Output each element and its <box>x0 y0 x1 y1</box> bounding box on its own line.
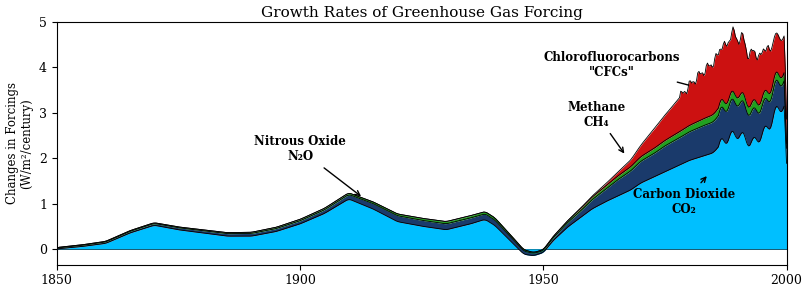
Title: Growth Rates of Greenhouse Gas Forcing: Growth Rates of Greenhouse Gas Forcing <box>261 6 583 20</box>
Text: Carbon Dioxide
CO₂: Carbon Dioxide CO₂ <box>633 177 735 216</box>
Text: Nitrous Oxide
N₂O: Nitrous Oxide N₂O <box>255 135 360 195</box>
Text: Chlorofluorocarbons
"CFCs": Chlorofluorocarbons "CFCs" <box>543 51 695 88</box>
Y-axis label: Changes in Forcings
(W/m²/century): Changes in Forcings (W/m²/century) <box>6 82 34 205</box>
Text: Methane
CH₄: Methane CH₄ <box>568 100 626 152</box>
